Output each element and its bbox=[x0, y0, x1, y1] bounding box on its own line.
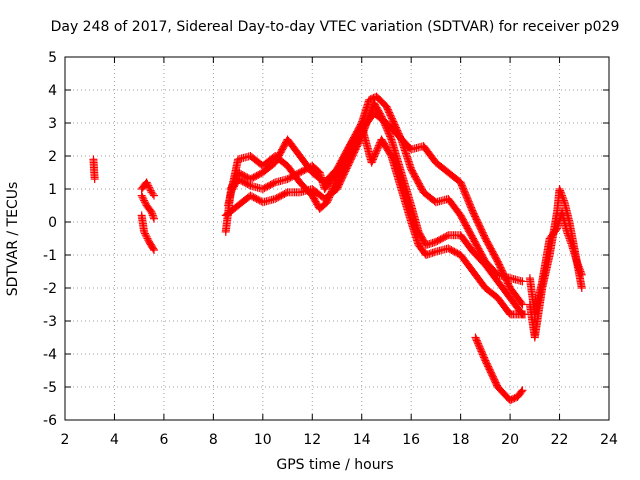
data-point bbox=[90, 175, 99, 184]
data-point bbox=[140, 229, 149, 238]
data-point bbox=[150, 191, 159, 200]
y-tick-label: 3 bbox=[48, 116, 57, 132]
data-point bbox=[139, 194, 148, 203]
y-tick-label: 0 bbox=[48, 215, 57, 231]
series-arc-day-4 bbox=[226, 122, 529, 319]
data-point bbox=[148, 209, 157, 218]
y-tick-label: -4 bbox=[43, 347, 57, 363]
data-point bbox=[518, 300, 527, 309]
data-point bbox=[269, 179, 278, 188]
y-tick-label: 1 bbox=[48, 182, 57, 198]
data-point bbox=[145, 183, 154, 192]
y-tick-label: -3 bbox=[43, 314, 57, 330]
data-point bbox=[145, 185, 154, 193]
x-axis-label: GPS time / hours bbox=[276, 457, 393, 473]
data-point bbox=[142, 178, 151, 187]
series-arc-3h bbox=[89, 155, 99, 184]
x-tick-label: 24 bbox=[600, 432, 618, 448]
data-point bbox=[148, 189, 157, 198]
chart-title: Day 248 of 2017, Sidereal Day-to-day VTE… bbox=[51, 19, 620, 35]
y-tick-label: 4 bbox=[48, 83, 57, 99]
data-point bbox=[150, 214, 159, 223]
y-axis-label: SDTVAR / TECUs bbox=[5, 182, 21, 297]
y-tick-label: -5 bbox=[43, 380, 57, 396]
x-tick-label: 12 bbox=[303, 432, 321, 448]
data-point bbox=[144, 181, 153, 190]
y-tick-label: 5 bbox=[48, 50, 57, 66]
y-tick-label: -2 bbox=[43, 281, 57, 297]
data-point bbox=[143, 234, 152, 243]
x-tick-label: 20 bbox=[501, 432, 519, 448]
data-point bbox=[149, 244, 158, 253]
data-point bbox=[149, 213, 158, 222]
data-point bbox=[140, 227, 149, 236]
series-arc-day-3 bbox=[224, 109, 527, 309]
y-tick-label: 2 bbox=[48, 149, 57, 165]
data-point bbox=[140, 198, 149, 207]
x-tick-label: 4 bbox=[110, 432, 119, 448]
x-tick-label: 18 bbox=[452, 432, 470, 448]
data-point bbox=[442, 232, 451, 241]
x-tick-label: 10 bbox=[254, 432, 272, 448]
data-point bbox=[140, 196, 149, 205]
series-arc-5h-c bbox=[137, 211, 159, 255]
data-point bbox=[147, 208, 156, 217]
data-point bbox=[282, 189, 290, 198]
data-point bbox=[142, 232, 151, 241]
x-tick-label: 8 bbox=[209, 432, 218, 448]
data-point bbox=[146, 186, 155, 195]
series-arc-5h-a bbox=[137, 178, 159, 200]
x-tick-label: 16 bbox=[402, 432, 420, 448]
x-tick-label: 6 bbox=[159, 432, 168, 448]
x-tick-label: 14 bbox=[353, 432, 371, 448]
data-points bbox=[89, 92, 586, 405]
data-point bbox=[150, 246, 159, 255]
y-tick-label: -1 bbox=[43, 248, 57, 264]
y-tick-label: -6 bbox=[43, 413, 57, 429]
data-point bbox=[517, 299, 526, 308]
data-point bbox=[143, 180, 152, 189]
data-point bbox=[137, 191, 146, 200]
data-point bbox=[518, 277, 527, 286]
x-tick-label: 22 bbox=[551, 432, 569, 448]
x-tick-label: 2 bbox=[61, 432, 70, 448]
data-point bbox=[141, 231, 150, 240]
data-point bbox=[138, 193, 147, 202]
series-arc-5h-b bbox=[137, 191, 159, 223]
data-point bbox=[148, 211, 157, 220]
